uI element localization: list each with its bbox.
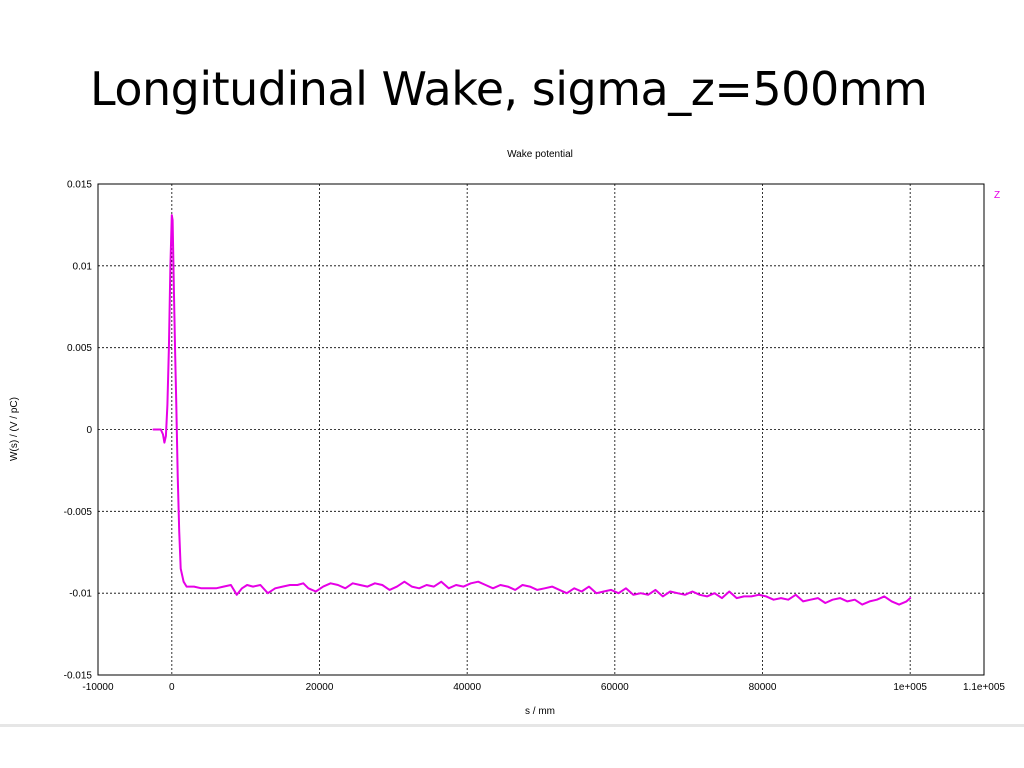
x-axis-label: s / mm — [525, 706, 555, 717]
chart-title: Wake potential — [507, 149, 573, 160]
grid-lines — [98, 184, 984, 675]
x-tick-label: -10000 — [82, 682, 114, 693]
y-tick-label: -0.01 — [69, 589, 92, 600]
series-layer — [152, 214, 912, 606]
plot-area-frame — [97, 183, 985, 676]
x-tick-label: 40000 — [453, 682, 481, 693]
y-tick-label: 0.015 — [67, 180, 92, 191]
y-tick-label: 0 — [86, 425, 92, 436]
x-tick-label: 1.1e+005 — [963, 682, 1005, 693]
y-axis-ticks: 0.015 0.01 0.005 0 -0.005 -0.01 -0.015 — [64, 180, 93, 682]
y-tick-label: 0.005 — [67, 343, 92, 354]
x-tick-label: 0 — [169, 682, 175, 693]
y-tick-label: -0.005 — [64, 507, 93, 518]
x-tick-label: 60000 — [601, 682, 629, 693]
slide-title: Longitudinal Wake, sigma_z=500mm — [90, 62, 928, 116]
y-axis-label: W(s) / (V / pC) — [9, 397, 20, 461]
y-tick-label: 0.01 — [73, 261, 93, 272]
wake-potential-chart: Wake potential -10000 0 20000 40000 60000 800… — [9, 149, 1005, 717]
x-axis-ticks: -10000 0 20000 40000 60000 80000 1e+005 1.1e+00… — [82, 682, 1005, 693]
y-tick-label: -0.015 — [64, 671, 93, 682]
x-tick-label: 1e+005 — [893, 682, 927, 693]
legend-entry-z: Z — [994, 190, 1000, 201]
series-line-z — [152, 214, 912, 606]
slide-bottom-divider — [0, 724, 1024, 727]
x-tick-label: 20000 — [306, 682, 334, 693]
x-tick-label: 80000 — [749, 682, 777, 693]
